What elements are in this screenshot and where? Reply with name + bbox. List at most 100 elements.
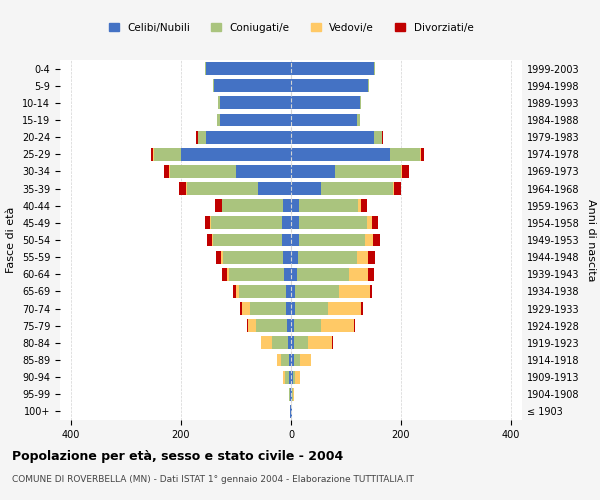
Bar	[213, 80, 214, 92]
Bar	[291, 370, 293, 384]
Bar	[197, 130, 206, 143]
Bar	[289, 388, 290, 400]
Bar	[291, 250, 298, 264]
Bar	[420, 148, 421, 160]
Bar	[291, 268, 296, 280]
Bar	[256, 320, 287, 332]
Bar	[296, 268, 349, 280]
Bar	[421, 148, 424, 160]
Bar	[286, 302, 291, 315]
Bar	[272, 336, 288, 349]
Bar	[340, 285, 370, 298]
Bar	[236, 285, 239, 298]
Bar	[289, 370, 291, 384]
Bar	[233, 285, 236, 298]
Bar	[282, 234, 291, 246]
Bar	[284, 268, 291, 280]
Bar	[241, 302, 250, 315]
Bar	[358, 200, 361, 212]
Bar	[321, 182, 393, 195]
Bar	[217, 114, 220, 126]
Bar	[401, 165, 402, 178]
Bar	[218, 96, 220, 110]
Bar	[294, 336, 308, 349]
Bar	[321, 320, 354, 332]
Bar	[357, 114, 360, 126]
Bar	[357, 250, 368, 264]
Bar	[394, 182, 401, 195]
Bar	[282, 216, 291, 230]
Bar	[361, 302, 362, 315]
Bar	[298, 250, 357, 264]
Bar	[291, 234, 299, 246]
Bar	[206, 130, 291, 143]
Bar	[294, 320, 321, 332]
Bar	[368, 250, 374, 264]
Bar	[283, 250, 291, 264]
Bar	[370, 285, 373, 298]
Bar	[294, 354, 301, 366]
Bar	[291, 148, 390, 160]
Bar	[227, 268, 229, 280]
Bar	[301, 354, 311, 366]
Bar	[335, 165, 401, 178]
Bar	[299, 216, 367, 230]
Bar	[291, 320, 294, 332]
Bar	[367, 216, 372, 230]
Bar	[281, 354, 289, 366]
Bar	[187, 182, 258, 195]
Bar	[372, 216, 379, 230]
Bar	[368, 80, 369, 92]
Bar	[390, 148, 420, 160]
Bar	[286, 285, 291, 298]
Bar	[287, 320, 291, 332]
Bar	[196, 130, 197, 143]
Bar	[291, 80, 368, 92]
Text: Popolazione per età, sesso e stato civile - 2004: Popolazione per età, sesso e stato civil…	[12, 450, 343, 463]
Bar	[289, 354, 291, 366]
Bar	[239, 285, 286, 298]
Bar	[292, 388, 293, 400]
Bar	[354, 320, 355, 332]
Bar	[361, 200, 367, 212]
Bar	[229, 268, 284, 280]
Bar	[205, 216, 210, 230]
Bar	[299, 234, 365, 246]
Bar	[220, 96, 291, 110]
Bar	[154, 148, 181, 160]
Bar	[373, 130, 382, 143]
Bar	[291, 354, 294, 366]
Bar	[291, 302, 295, 315]
Bar	[181, 148, 291, 160]
Bar	[368, 268, 373, 280]
Bar	[291, 130, 373, 143]
Bar	[250, 302, 286, 315]
Bar	[373, 62, 374, 75]
Bar	[295, 285, 340, 298]
Bar	[299, 200, 358, 212]
Bar	[212, 234, 214, 246]
Bar	[236, 165, 291, 178]
Bar	[248, 320, 256, 332]
Legend: Celibi/Nubili, Coniugati/e, Vedovi/e, Divorziati/e: Celibi/Nubili, Coniugati/e, Vedovi/e, Di…	[104, 18, 478, 36]
Bar	[402, 165, 409, 178]
Bar	[214, 234, 282, 246]
Bar	[170, 165, 236, 178]
Bar	[151, 148, 153, 160]
Bar	[247, 320, 248, 332]
Bar	[179, 182, 186, 195]
Bar	[221, 250, 223, 264]
Bar	[215, 200, 222, 212]
Bar	[291, 200, 299, 212]
Bar	[308, 336, 332, 349]
Bar	[328, 302, 361, 315]
Bar	[215, 250, 221, 264]
Bar	[206, 62, 291, 75]
Text: COMUNE DI ROVERBELLA (MN) - Dati ISTAT 1° gennaio 2004 - Elaborazione TUTTITALIA: COMUNE DI ROVERBELLA (MN) - Dati ISTAT 1…	[12, 475, 414, 484]
Bar	[293, 370, 295, 384]
Bar	[223, 250, 283, 264]
Bar	[295, 302, 328, 315]
Bar	[164, 165, 169, 178]
Bar	[211, 216, 282, 230]
Y-axis label: Anni di nascita: Anni di nascita	[586, 198, 596, 281]
